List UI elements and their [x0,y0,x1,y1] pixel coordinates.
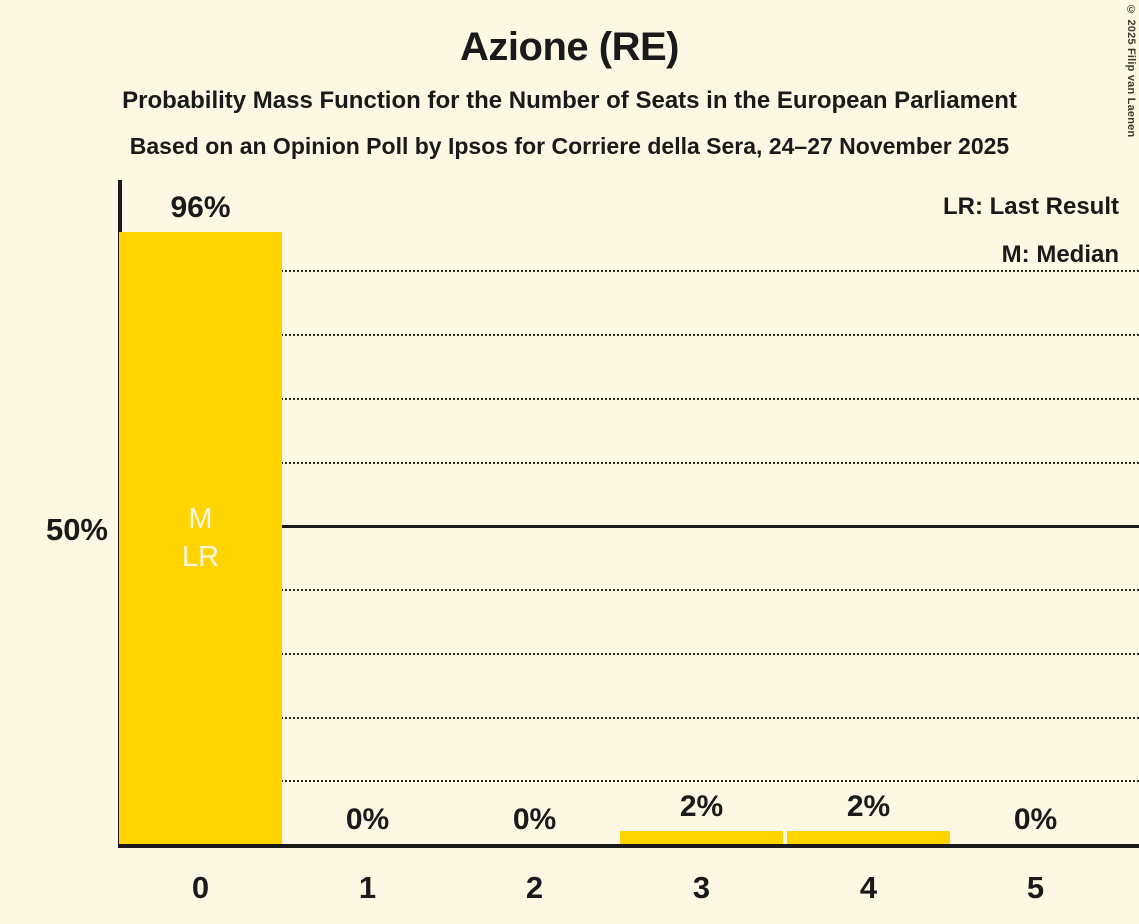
x-axis-tick-4: 4 [859,870,878,905]
x-axis-tick-1: 1 [358,870,377,905]
legend-item-last-result: LR: Last Result [942,193,1119,220]
chart-source-note: Based on an Opinion Poll by Ipsos for Co… [129,133,1010,159]
x-axis-line [118,844,1139,848]
value-label-seats-5: 0% [1013,803,1058,836]
gridline-20pct [122,716,1139,719]
page-title: Azione (RE) [460,25,679,69]
y-axis-tick-50: 50% [45,512,108,547]
bar-marker-median: M [188,503,213,535]
value-label-seats-1: 0% [345,803,390,836]
x-axis-tick-5: 5 [1026,870,1045,905]
chart-legend: LR: Last Result M: Median [943,183,1119,279]
bar-seats-3[interactable] [620,831,783,844]
gridline-30pct [122,652,1139,655]
gridline-90pct [122,270,1139,273]
chart-header: Azione (RE) Probability Mass Function fo… [0,0,1139,158]
gridline-80pct [122,334,1139,336]
legend-item-median: M: Median [1001,241,1119,268]
gridline-60pct [122,461,1139,464]
bar-marker-last-result: LR [181,541,220,573]
bar-seats-4[interactable] [787,831,950,844]
gridline-50pct [122,525,1139,529]
copyright-notice: © 2025 Filip van Laenen [1125,4,1137,138]
x-axis-tick-0: 0 [191,870,210,905]
gridline-40pct [122,589,1139,591]
value-label-seats-0: 96% [170,191,231,224]
value-label-seats-4: 2% [846,790,891,824]
x-axis-tick-3: 3 [692,870,711,905]
bar-seats-0[interactable]: M LR [119,232,282,844]
chart-subtitle: Probability Mass Function for the Number… [122,87,1017,114]
gridline-10pct [122,780,1139,783]
value-label-seats-3: 2% [679,790,724,824]
x-axis-tick-2: 2 [525,870,544,905]
plot-area: M LR [118,180,1139,848]
gridline-70pct [122,397,1139,400]
value-label-seats-2: 0% [512,803,557,836]
